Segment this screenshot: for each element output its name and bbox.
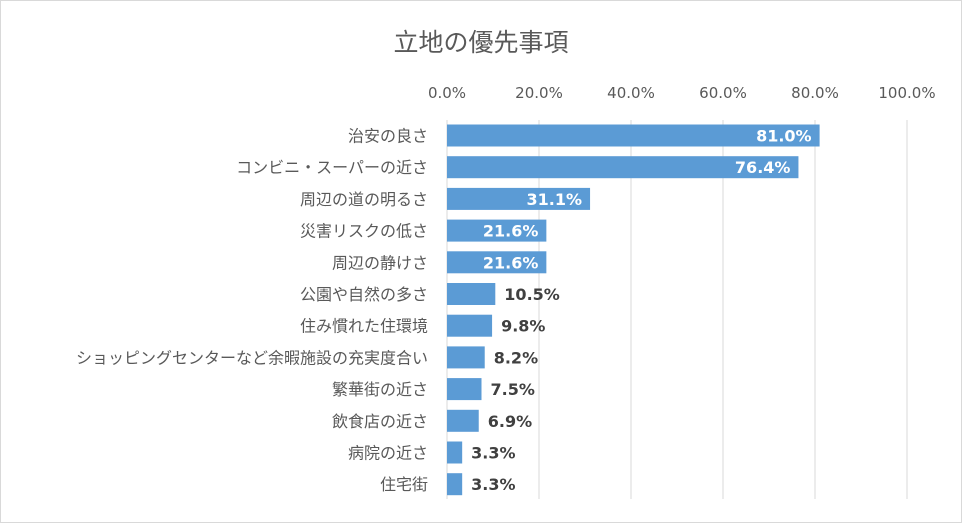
category-label: 飲食店の近さ bbox=[332, 412, 428, 431]
data-label: 8.2% bbox=[494, 348, 538, 367]
bar bbox=[447, 124, 820, 147]
bar bbox=[447, 187, 591, 210]
data-label: 6.9% bbox=[488, 412, 532, 431]
data-label: 81.0% bbox=[756, 127, 812, 146]
gridlines bbox=[446, 120, 908, 499]
bar bbox=[447, 378, 482, 401]
data-label: 21.6% bbox=[483, 253, 539, 272]
bar bbox=[447, 441, 463, 464]
category-label: 災害リスクの低さ bbox=[300, 222, 428, 241]
value-labels: 81.0% 76.4% 31.1% 21.6% 21.6% 10.5% 9.8% 8.2% 7.… bbox=[471, 127, 811, 495]
category-label: 周辺の静けさ bbox=[332, 253, 428, 272]
x-tick-label: 20.0% bbox=[515, 84, 563, 102]
x-tick-label: 40.0% bbox=[607, 84, 655, 102]
bar bbox=[447, 346, 485, 369]
category-label: コンビニ・スーパーの近さ bbox=[236, 158, 428, 177]
bar bbox=[447, 251, 547, 274]
bar bbox=[447, 409, 479, 432]
x-tick-label: 100.0% bbox=[878, 84, 935, 102]
category-label: 繁華街の近さ bbox=[332, 380, 428, 399]
data-label: 31.1% bbox=[527, 190, 583, 209]
bar bbox=[447, 219, 547, 242]
x-tick-label: 60.0% bbox=[699, 84, 747, 102]
bar bbox=[447, 473, 463, 496]
category-label: 病院の近さ bbox=[348, 444, 428, 463]
x-tick-label: 80.0% bbox=[791, 84, 839, 102]
data-label: 10.5% bbox=[504, 285, 560, 304]
bar bbox=[447, 283, 496, 305]
category-labels: 治安の良さコンビニ・スーパーの近さ周辺の道の明るさ災害リスクの低さ周辺の静けさ公… bbox=[76, 127, 428, 495]
category-label: ショッピングセンターなど余暇施設の充実度合い bbox=[76, 348, 428, 367]
data-label: 3.3% bbox=[471, 475, 515, 494]
data-label: 21.6% bbox=[483, 222, 539, 241]
chart-title: 立地の優先事項 bbox=[393, 28, 568, 57]
category-label: 治安の良さ bbox=[348, 127, 428, 146]
category-label: 住宅街 bbox=[380, 475, 428, 494]
category-label: 住み慣れた住環境 bbox=[300, 317, 428, 336]
bar bbox=[447, 314, 493, 337]
category-label: 公園や自然の多さ bbox=[300, 285, 428, 304]
bars bbox=[447, 124, 820, 496]
data-label: 76.4% bbox=[735, 158, 791, 177]
data-label: 7.5% bbox=[491, 380, 535, 399]
data-label: 9.8% bbox=[501, 317, 545, 336]
bar bbox=[447, 156, 799, 179]
x-tick-label: 0.0% bbox=[428, 84, 466, 102]
data-label: 3.3% bbox=[471, 444, 515, 463]
x-axis-ticks: 0.0% 20.0% 40.0% 60.0% 80.0% 100.0% bbox=[428, 84, 936, 102]
category-label: 周辺の道の明るさ bbox=[300, 190, 428, 209]
